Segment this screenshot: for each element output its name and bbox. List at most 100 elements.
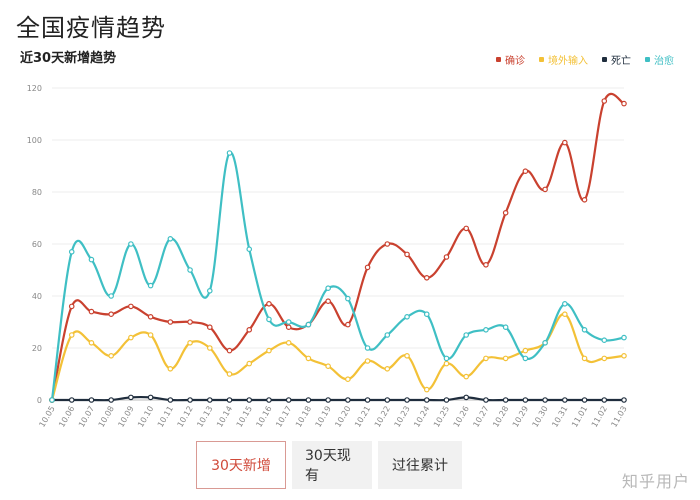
data-point-confirmed — [423, 274, 430, 281]
data-point-confirmed — [384, 241, 391, 247]
data-point-deaths — [502, 397, 509, 403]
legend-label-confirmed: 确诊 — [505, 56, 525, 67]
data-point-recovered — [384, 332, 391, 338]
data-point-confirmed — [246, 326, 253, 333]
x-tick-label: 10.09 — [116, 405, 135, 429]
legend-swatch-recovered — [645, 57, 650, 62]
data-point-imported — [502, 355, 509, 362]
data-point-confirmed — [206, 324, 213, 331]
data-point-confirmed — [285, 324, 292, 331]
legend-item-deaths[interactable]: 死亡 — [602, 52, 631, 67]
legend-item-recovered[interactable]: 治愈 — [645, 52, 674, 67]
data-point-confirmed — [68, 303, 75, 310]
data-point-deaths — [147, 394, 154, 401]
data-point-deaths — [88, 397, 95, 403]
series-line-imported — [50, 313, 625, 401]
data-point-deaths — [443, 397, 450, 403]
data-point-deaths — [108, 397, 114, 403]
chart-subtitle: 近30天新增趋势 — [20, 51, 117, 66]
data-point-recovered — [404, 313, 410, 320]
data-point-recovered — [345, 295, 351, 302]
data-point-confirmed — [443, 254, 450, 260]
y-tick-label: 60 — [32, 240, 42, 249]
legend-item-imported[interactable]: 境外输入 — [539, 52, 588, 67]
data-point-confirmed — [581, 197, 588, 203]
chart-legend: 确诊 境外输入 死亡 治愈 — [496, 52, 674, 67]
data-point-confirmed — [483, 261, 489, 268]
data-point-deaths — [581, 397, 588, 403]
data-point-deaths — [246, 397, 253, 403]
data-point-recovered — [542, 339, 548, 346]
tab-30-day-current[interactable]: 30天现有 — [292, 441, 372, 489]
x-tick-label: 10.23 — [393, 405, 412, 429]
data-point-imported — [443, 360, 450, 367]
x-tick-label: 10.24 — [412, 405, 431, 429]
legend-label-imported: 境外输入 — [548, 56, 588, 67]
data-point-recovered — [88, 256, 95, 263]
data-point-imported — [128, 334, 134, 341]
data-point-confirmed — [364, 264, 371, 271]
data-point-deaths — [542, 397, 548, 403]
data-point-confirmed — [88, 308, 95, 315]
x-tick-label: 10.07 — [77, 405, 96, 429]
x-tick-label: 10.28 — [491, 404, 510, 428]
data-point-confirmed — [601, 98, 608, 104]
data-point-recovered — [206, 287, 213, 294]
data-point-deaths — [621, 397, 627, 403]
legend-swatch-deaths — [602, 57, 607, 62]
x-tick-label: 10.05 — [37, 405, 56, 429]
data-point-recovered — [68, 249, 75, 255]
x-tick-label: 10.31 — [550, 405, 569, 429]
data-point-confirmed — [187, 319, 193, 325]
y-tick-label: 120 — [27, 84, 42, 93]
legend-item-confirmed[interactable]: 确诊 — [496, 52, 525, 67]
x-tick-label: 10.18 — [294, 405, 313, 429]
data-point-deaths — [601, 397, 608, 403]
data-point-deaths — [463, 394, 470, 401]
data-point-recovered — [601, 337, 608, 344]
tab-30-day-new[interactable]: 30天新增 — [196, 441, 286, 489]
x-tick-label: 10.27 — [471, 405, 490, 429]
data-point-imported — [562, 311, 568, 318]
data-point-deaths — [128, 394, 134, 401]
data-point-imported — [68, 332, 75, 338]
x-tick-label: 10.08 — [97, 405, 116, 429]
data-point-recovered — [128, 241, 134, 247]
tab-historical-cumulative[interactable]: 过往累计 — [378, 441, 462, 489]
data-point-recovered — [285, 319, 292, 325]
data-point-deaths — [345, 397, 351, 403]
x-tick-label: 10.16 — [254, 405, 273, 429]
data-point-recovered — [581, 326, 588, 333]
line-chart: 0 20 40 60 80 100 120 10.05 10.06 10.07 10.08 10.09… — [27, 84, 629, 429]
x-tick-label: 10.30 — [531, 405, 550, 429]
data-point-confirmed — [266, 300, 272, 307]
data-point-recovered — [562, 300, 568, 307]
data-point-imported — [167, 365, 174, 372]
data-point-deaths — [562, 397, 568, 403]
data-point-imported — [621, 352, 627, 359]
data-point-recovered — [522, 355, 529, 362]
x-tick-label: 10.10 — [136, 405, 155, 429]
data-point-imported — [463, 373, 470, 380]
chart-tabs: 30天新增 30天现有 过往累计 — [196, 441, 462, 489]
data-point-recovered — [226, 150, 233, 156]
y-tick-label: 40 — [32, 292, 42, 301]
data-point-confirmed — [562, 139, 568, 146]
data-point-recovered — [621, 334, 627, 341]
data-point-imported — [246, 360, 253, 367]
data-point-recovered — [266, 316, 272, 323]
data-point-recovered — [147, 282, 154, 289]
data-point-deaths — [404, 397, 410, 403]
data-point-recovered — [187, 267, 193, 273]
data-point-deaths — [206, 397, 213, 403]
data-point-imported — [581, 355, 588, 362]
x-tick-label: 10.25 — [432, 405, 451, 429]
data-point-confirmed — [345, 321, 351, 328]
data-point-imported — [285, 339, 292, 346]
data-point-deaths — [522, 397, 529, 403]
data-point-imported — [88, 339, 95, 346]
x-tick-label: 10.11 — [156, 405, 175, 429]
data-point-confirmed — [167, 319, 174, 325]
legend-swatch-imported — [539, 57, 544, 62]
watermark: 知乎用户 — [621, 472, 690, 491]
